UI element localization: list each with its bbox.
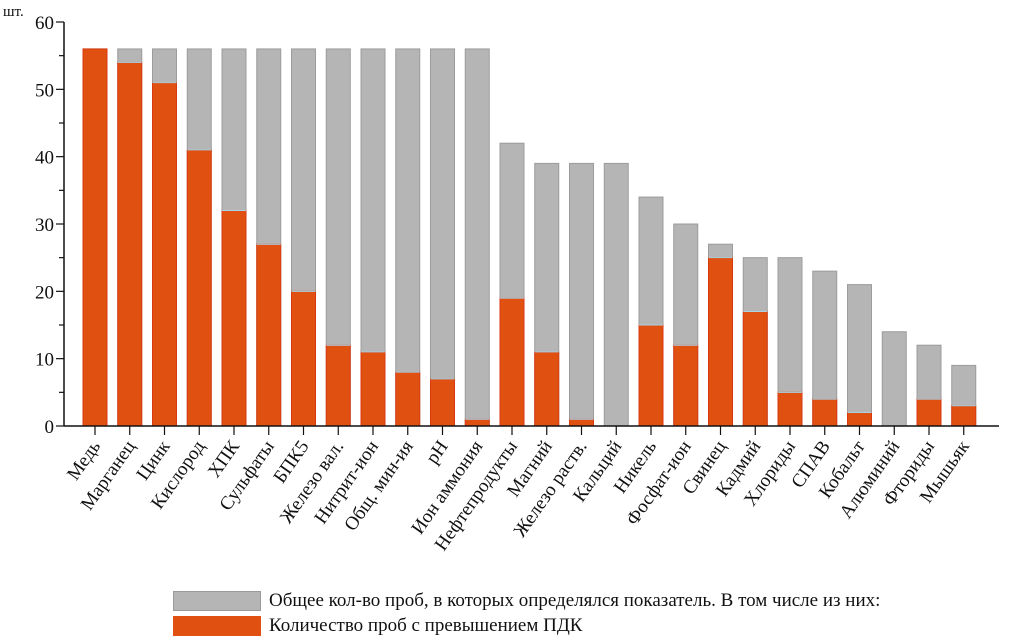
bar-exceed	[499, 297, 525, 427]
legend-label-exceed: Количество проб с превышением ПДК	[269, 614, 583, 636]
bar-exceed	[569, 418, 594, 427]
bar-exceed	[186, 149, 212, 427]
bar-total	[395, 48, 421, 427]
y-tick-label: 40	[35, 148, 54, 169]
y-tick-label: 30	[35, 215, 54, 236]
y-tick-label: 0	[45, 417, 55, 438]
legend: Общее кол-во проб, в которых определялся…	[173, 588, 880, 638]
legend-item-total: Общее кол-во проб, в которых определялся…	[173, 588, 880, 613]
legend-label-total: Общее кол-во проб, в которых определялся…	[269, 589, 881, 611]
bar-exceed	[430, 378, 455, 427]
bar-total	[464, 48, 490, 427]
legend-swatch-exceed	[173, 615, 261, 636]
bar-exceed	[708, 257, 733, 427]
bar-exceed	[742, 311, 768, 427]
bar-total	[569, 162, 594, 427]
y-tick-label: 20	[35, 282, 54, 303]
legend-item-exceed: Количество проб с превышением ПДК	[173, 613, 880, 638]
x-axis: МедьМарганецЦинкКислородХПКСульфатыБПК5Ж…	[63, 425, 999, 555]
legend-swatch-total	[173, 590, 261, 611]
bar-exceed	[464, 418, 490, 427]
x-tick-label: pH	[422, 437, 453, 468]
bar-exceed	[812, 398, 838, 427]
bar-exceed	[291, 290, 316, 427]
y-axis-unit-label: шт.	[3, 4, 24, 20]
bar-exceed	[777, 391, 803, 427]
bar-exceed	[152, 82, 177, 427]
bar-exceed	[847, 412, 872, 427]
bar-exceed	[395, 371, 421, 427]
y-axis: 0 10 20 30 40 50 60	[35, 13, 65, 438]
bar-exceed	[221, 210, 247, 427]
bar-exceed	[673, 344, 699, 427]
bars	[82, 48, 977, 427]
y-tick-label: 50	[35, 80, 54, 101]
bar-total	[847, 284, 872, 427]
y-tick-label: 60	[35, 13, 54, 34]
bar-exceed	[360, 351, 386, 427]
bar-exceed	[638, 324, 664, 427]
bar-exceed	[534, 351, 560, 427]
bar-exceed	[256, 243, 282, 427]
bar-chart: 0 10 20 30 40 50 60 МедьМарганецЦинкКислородХП…	[3, 4, 999, 555]
bar-total	[881, 331, 907, 427]
bar-exceed	[117, 61, 143, 427]
bar-exceed	[82, 48, 108, 427]
bar-total	[603, 162, 629, 427]
bar-exceed	[951, 405, 977, 427]
bar-exceed	[916, 398, 942, 427]
bar-exceed	[325, 344, 351, 427]
bar-total	[430, 48, 455, 427]
y-tick-label: 10	[35, 350, 54, 371]
